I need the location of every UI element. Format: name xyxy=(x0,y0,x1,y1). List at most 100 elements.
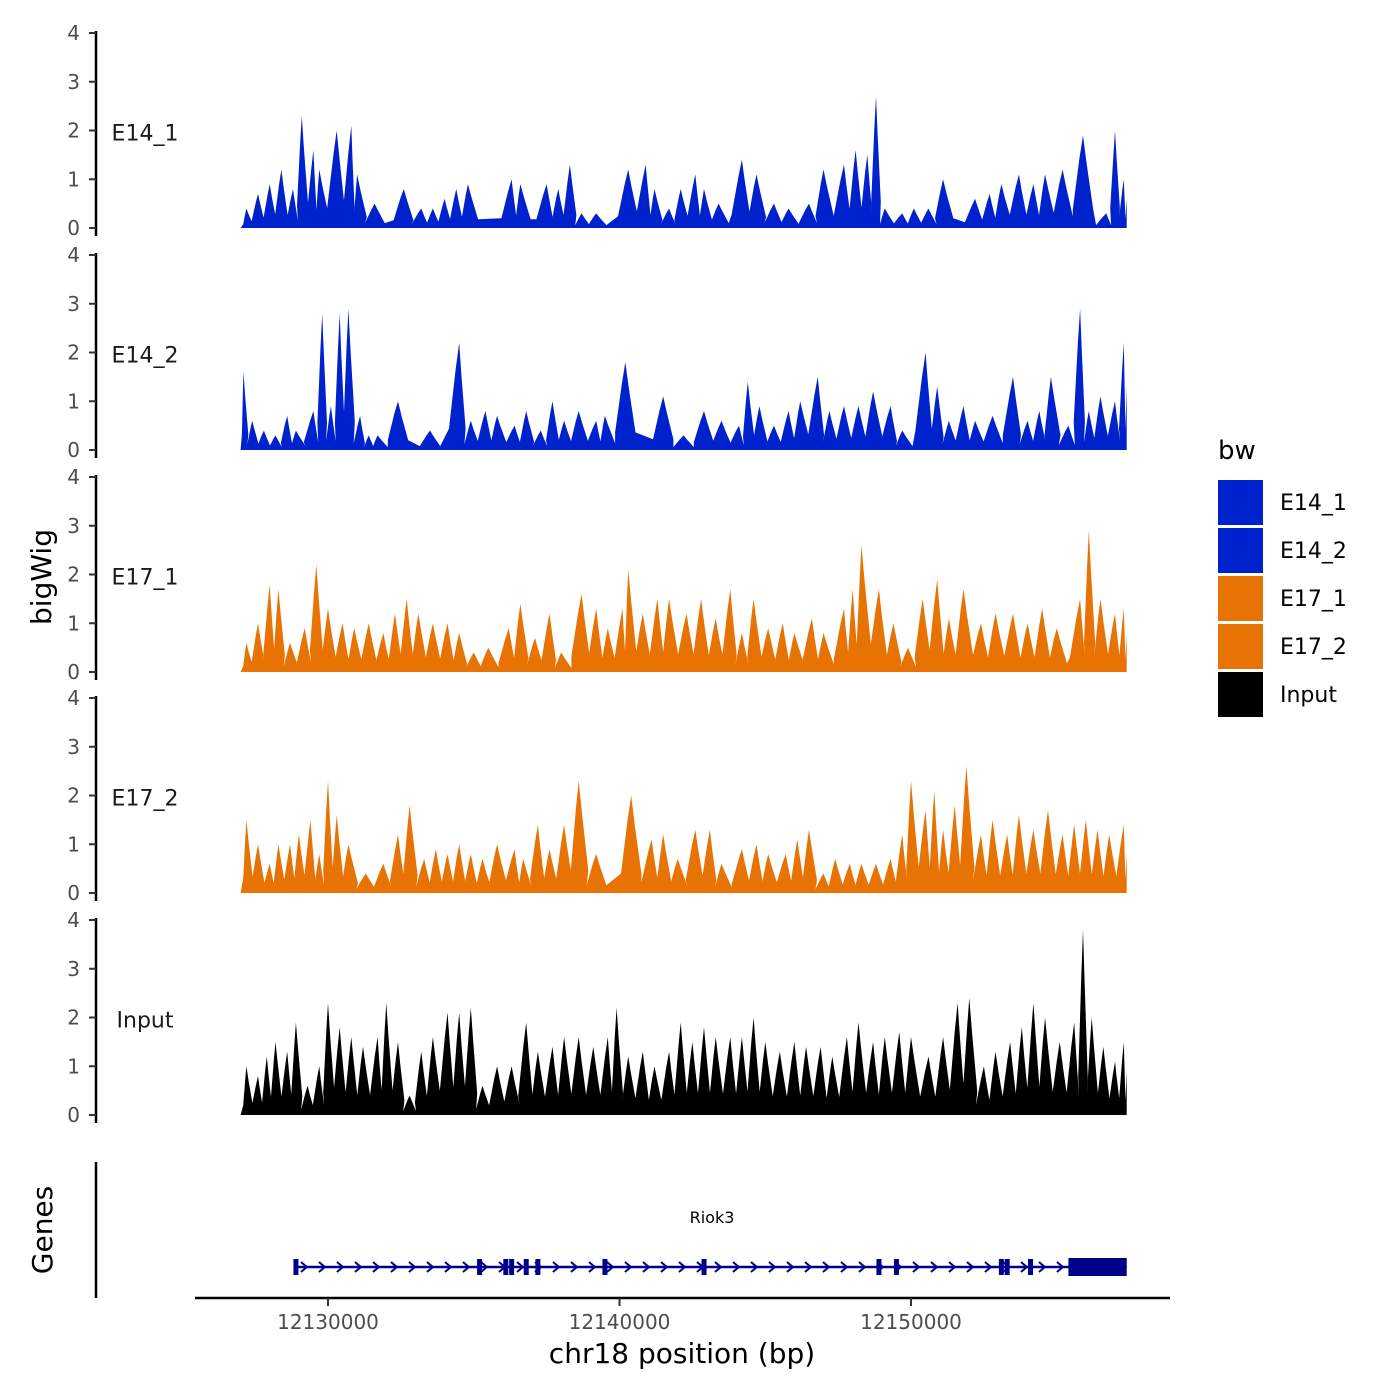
gene-terminal-exon xyxy=(1068,1258,1127,1276)
strand-arrow xyxy=(912,1261,921,1273)
x-tick-label: 12130000 xyxy=(277,1310,379,1334)
strand-arrow xyxy=(822,1261,831,1273)
signal-area-input xyxy=(240,929,1127,1115)
y-tick-label: 0 xyxy=(67,1103,80,1127)
legend-swatch-e14_2 xyxy=(1218,528,1263,573)
strand-arrow xyxy=(318,1261,327,1273)
signal-area-e14_1 xyxy=(240,96,1127,229)
strand-arrow xyxy=(732,1261,741,1273)
strand-arrow xyxy=(768,1261,777,1273)
gene-exon xyxy=(998,1259,1004,1275)
track-label-e14_1: E14_1 xyxy=(112,122,179,147)
legend: bw E14_1 E14_2 E17_1 E17_2 Input xyxy=(1218,436,1347,717)
strand-arrow xyxy=(786,1261,795,1273)
genes-track: Genes Riok3 xyxy=(26,1162,1127,1298)
x-axis-title: chr18 position (bp) xyxy=(549,1337,815,1370)
track-e17_2: 0 1 2 3 4 E17_2 xyxy=(67,686,1127,905)
strand-arrow xyxy=(624,1261,633,1273)
gene-exon xyxy=(602,1259,608,1275)
strand-arrow xyxy=(606,1261,615,1273)
track-e14_2: 0 1 2 3 4 E14_2 xyxy=(67,243,1127,462)
y-tick-label: 3 xyxy=(67,292,80,316)
y-axis-title: bigWig xyxy=(25,529,58,625)
strand-arrow xyxy=(678,1261,687,1273)
y-tick-label: 3 xyxy=(67,514,80,538)
track-label-e17_2: E17_2 xyxy=(112,787,179,812)
strand-arrow xyxy=(804,1261,813,1273)
y-tick-label: 3 xyxy=(67,70,80,94)
strand-arrow xyxy=(642,1261,651,1273)
gene-exon xyxy=(1004,1259,1010,1275)
y-tick-label: 0 xyxy=(67,438,80,462)
y-tick-label: 2 xyxy=(67,784,80,808)
legend-title: bw xyxy=(1218,436,1256,466)
strand-arrow xyxy=(354,1261,363,1273)
track-label-input: Input xyxy=(117,1009,174,1034)
strand-arrow xyxy=(444,1261,453,1273)
y-tick-label: 4 xyxy=(67,908,80,932)
signal-area-e17_2 xyxy=(240,766,1127,893)
strand-arrow xyxy=(408,1261,417,1273)
strand-arrow xyxy=(840,1261,849,1273)
x-axis: 12130000 12140000 12150000 chr18 position … xyxy=(195,1296,1170,1370)
y-tick-label: 0 xyxy=(67,660,80,684)
y-tick-label: 1 xyxy=(67,832,80,856)
legend-swatch-input xyxy=(1218,672,1263,717)
strand-arrow xyxy=(1038,1261,1047,1273)
strand-arrow xyxy=(750,1261,759,1273)
y-tick-label: 2 xyxy=(67,563,80,587)
y-tick-label: 1 xyxy=(67,611,80,635)
x-tick-label: 12150000 xyxy=(860,1310,962,1334)
y-tick-label: 4 xyxy=(67,686,80,710)
x-tick-label: 12140000 xyxy=(569,1310,671,1334)
genes-track-label: Genes xyxy=(26,1186,59,1274)
strand-arrow xyxy=(426,1261,435,1273)
signal-area-e17_1 xyxy=(240,530,1127,672)
gene-model-riok3 xyxy=(293,1258,1127,1276)
strand-arrow xyxy=(570,1261,579,1273)
strand-arrow xyxy=(336,1261,345,1273)
y-tick-label: 3 xyxy=(67,957,80,981)
y-tick-label: 2 xyxy=(67,1006,80,1030)
strand-arrow xyxy=(516,1261,525,1273)
gene-exon xyxy=(1028,1259,1034,1275)
strand-arrow xyxy=(552,1261,561,1273)
legend-swatch-e17_2 xyxy=(1218,624,1263,669)
strand-arrow xyxy=(372,1261,381,1273)
y-tick-label: 0 xyxy=(67,216,80,240)
legend-label-e14_2: E14_2 xyxy=(1280,539,1347,564)
gene-exon xyxy=(876,1259,882,1275)
gene-exon xyxy=(509,1259,515,1275)
strand-arrow xyxy=(300,1261,309,1273)
track-label-e14_2: E14_2 xyxy=(112,344,179,369)
strand-arrow xyxy=(390,1261,399,1273)
y-tick-label: 1 xyxy=(67,1054,80,1078)
legend-swatch-e14_1 xyxy=(1218,480,1263,525)
gene-exon xyxy=(477,1259,483,1275)
strand-arrow xyxy=(984,1261,993,1273)
legend-label-input: Input xyxy=(1280,683,1337,708)
y-tick-label: 4 xyxy=(67,465,80,489)
y-tick-label: 4 xyxy=(67,21,80,45)
strand-arrow xyxy=(966,1261,975,1273)
track-e14_1: 0 1 2 3 4 E14_1 xyxy=(67,21,1127,240)
y-tick-label: 4 xyxy=(67,243,80,267)
strand-arrow xyxy=(1020,1261,1029,1273)
legend-label-e17_2: E17_2 xyxy=(1280,635,1347,660)
y-tick-label: 2 xyxy=(67,119,80,143)
strand-arrow xyxy=(948,1261,957,1273)
y-tick-label: 2 xyxy=(67,341,80,365)
track-label-e17_1: E17_1 xyxy=(112,566,179,591)
track-e17_1: 0 1 2 3 4 E17_1 xyxy=(67,465,1127,684)
gene-label-riok3: Riok3 xyxy=(690,1208,735,1227)
y-tick-label: 3 xyxy=(67,735,80,759)
strand-arrow xyxy=(930,1261,939,1273)
gene-exon xyxy=(293,1259,299,1275)
gene-exon xyxy=(893,1259,899,1275)
legend-label-e14_1: E14_1 xyxy=(1280,491,1347,516)
y-tick-label: 0 xyxy=(67,881,80,905)
signal-tracks: 0 1 2 3 4 E14_1 0 1 2 3 4 E14_2 0 1 2 3 4 E17_1 0 1 2 3 4 E17_2… xyxy=(67,21,1127,1127)
strand-arrow xyxy=(660,1261,669,1273)
gene-exon xyxy=(503,1259,509,1275)
